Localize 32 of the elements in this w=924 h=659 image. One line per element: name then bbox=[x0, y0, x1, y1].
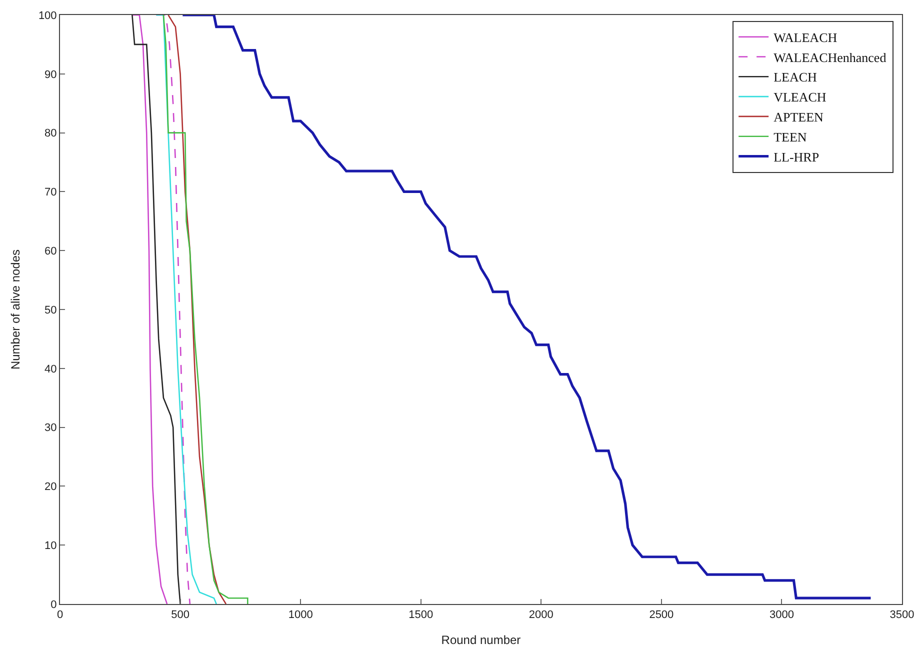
y-tick-label: 50 bbox=[44, 304, 57, 316]
line-series bbox=[156, 15, 218, 604]
line-series bbox=[132, 15, 181, 604]
y-tick-label: 100 bbox=[38, 10, 57, 22]
x-tick-label: 3500 bbox=[890, 609, 914, 622]
x-tick-label: 2000 bbox=[528, 609, 554, 622]
y-tick-label: 0 bbox=[50, 598, 57, 611]
legend-label: VLEACH bbox=[774, 90, 826, 105]
legend-label: TEEN bbox=[774, 129, 808, 144]
x-tick-label: 2500 bbox=[649, 609, 674, 622]
y-axis-title: Number of alive nodes bbox=[8, 249, 23, 370]
x-tick-label: 1000 bbox=[288, 609, 313, 622]
line-series bbox=[162, 15, 248, 604]
legend-label: APTEEN bbox=[774, 110, 824, 125]
y-tick-label: 40 bbox=[44, 363, 57, 376]
legend-label: LEACH bbox=[774, 70, 817, 85]
y-tick-label: 30 bbox=[44, 422, 57, 434]
y-tick-label: 10 bbox=[44, 540, 57, 552]
x-axis-title: Round number bbox=[441, 633, 521, 648]
legend-label: WALEACHenhanced bbox=[774, 50, 887, 65]
x-tick-label: 500 bbox=[171, 609, 190, 622]
line-series bbox=[132, 15, 168, 604]
y-tick-label: 90 bbox=[44, 68, 57, 81]
x-tick-label: 3000 bbox=[769, 609, 794, 622]
legend-label: WALEACH bbox=[774, 30, 838, 45]
y-tick-label: 70 bbox=[44, 186, 57, 199]
y-tick-label: 60 bbox=[44, 245, 57, 258]
legend-label: LL-HRP bbox=[774, 149, 820, 164]
y-tick-label: 80 bbox=[44, 128, 57, 140]
x-tick-label: 1500 bbox=[408, 609, 434, 622]
line-series bbox=[168, 15, 227, 604]
y-tick-label: 20 bbox=[44, 481, 57, 494]
